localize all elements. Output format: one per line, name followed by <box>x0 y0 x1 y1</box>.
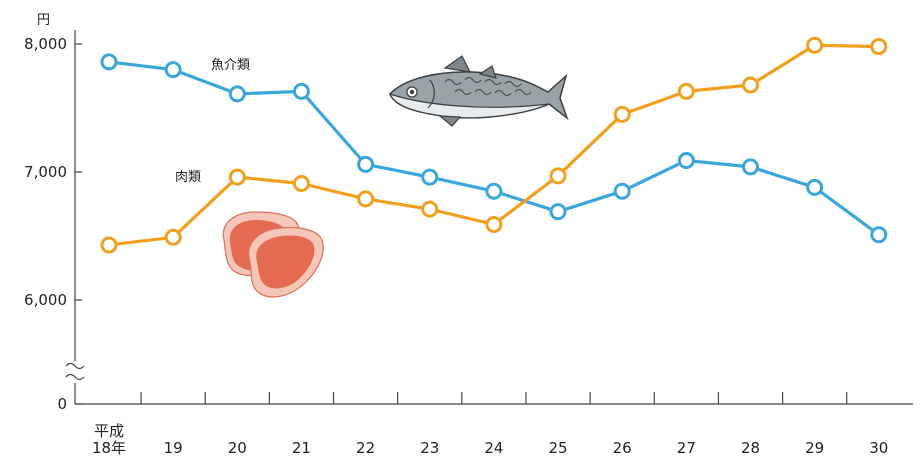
axis-break-icon <box>65 362 85 381</box>
x-tick-label: 平成 18年 <box>92 422 126 457</box>
y-tick-label: 6,000 <box>24 291 67 309</box>
y-ticks: 0 6,000 7,000 8,000 <box>24 35 82 413</box>
data-point <box>292 82 310 100</box>
data-point <box>357 155 375 173</box>
x-tick-label: 27 <box>677 439 696 457</box>
data-point <box>806 36 824 54</box>
y-tick-label: 7,000 <box>24 163 67 181</box>
data-point <box>485 215 503 233</box>
data-point <box>613 182 631 200</box>
data-point <box>485 182 503 200</box>
data-point <box>100 236 118 254</box>
data-point <box>677 151 695 169</box>
y-tick-label: 0 <box>57 395 67 413</box>
x-tick-label: 22 <box>356 439 375 457</box>
data-point <box>549 203 567 221</box>
data-point <box>806 178 824 196</box>
x-tick-label: 26 <box>613 439 632 457</box>
y-tick-label: 8,000 <box>24 35 67 53</box>
data-point <box>164 228 182 246</box>
data-point <box>421 200 439 218</box>
x-tick-label: 24 <box>484 439 503 457</box>
meat-illustration <box>222 211 324 298</box>
x-tick-label: 19 <box>164 439 183 457</box>
x-tick-label: 23 <box>420 439 439 457</box>
data-point <box>677 82 695 100</box>
fish-illustration <box>388 55 569 127</box>
series-label-meat: 肉類 <box>175 170 201 185</box>
data-point <box>742 76 759 94</box>
x-ticks: 平成 18年 19 20 21 22 23 24 25 26 27 28 29 30 <box>92 392 888 457</box>
data-point <box>164 61 182 79</box>
x-tick-label: 25 <box>549 439 568 457</box>
x-tick-label: 30 <box>869 439 888 457</box>
data-point <box>870 38 888 56</box>
x-tick-label: 28 <box>741 439 760 457</box>
data-point <box>357 190 375 208</box>
axes <box>65 30 913 405</box>
data-point <box>228 85 246 103</box>
x-tick-label: 20 <box>228 439 247 457</box>
data-point <box>228 168 246 186</box>
y-unit-label: 円 <box>37 13 50 28</box>
data-point <box>742 158 759 176</box>
data-point <box>613 105 631 123</box>
data-point <box>292 175 310 193</box>
data-point <box>870 226 888 244</box>
data-point <box>100 53 118 71</box>
x-tick-label: 29 <box>805 439 824 457</box>
data-point <box>421 168 439 186</box>
data-point <box>549 167 567 185</box>
series-layer <box>100 36 888 254</box>
series-label-fish: 魚介類 <box>211 58 250 73</box>
x-tick-label: 21 <box>292 439 311 457</box>
